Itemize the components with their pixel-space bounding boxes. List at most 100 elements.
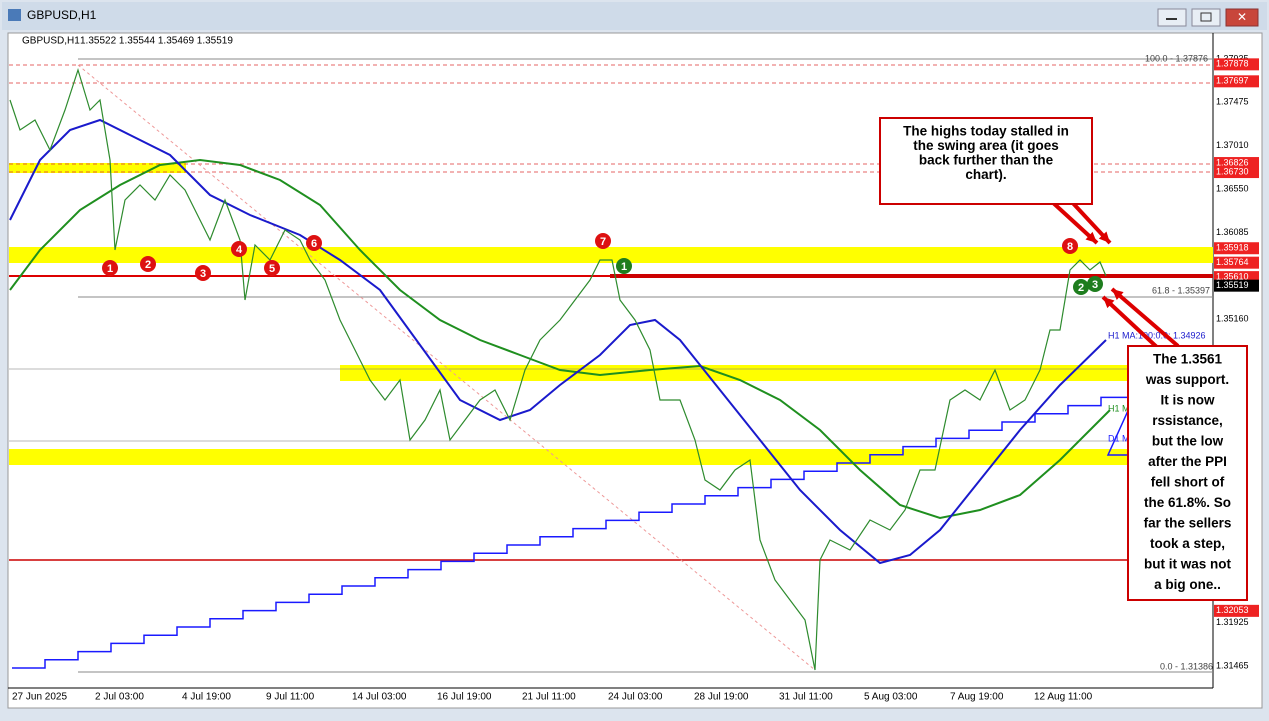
callout-text: It is now: [1161, 393, 1215, 408]
date-tick-label: 24 Jul 03:00: [608, 692, 663, 703]
arrow-head: [1085, 231, 1097, 243]
chart-symbol: GBPUSD,H1: [22, 36, 80, 47]
chart-quote: 1.35522 1.35544 1.35469 1.35519: [80, 36, 233, 47]
callout-text: but it was not: [1144, 557, 1231, 572]
callout-text: the swing area (it goes: [913, 138, 1059, 153]
current-price: 1.35519: [1216, 280, 1249, 290]
red-marker-label: 4: [236, 244, 243, 256]
callout-text: but the low: [1152, 434, 1224, 449]
red-marker: [102, 260, 118, 276]
maximize-icon: [1200, 12, 1212, 22]
date-tick-label: 21 Jul 11:00: [522, 692, 576, 703]
price-tick-label: 1.37475: [1216, 97, 1249, 107]
price-tick-label: 1.35160: [1216, 314, 1249, 324]
green-marker-label: 2: [1078, 282, 1084, 294]
date-tick-label: 12 Aug 11:00: [1034, 692, 1093, 703]
d1-moving-average: [12, 396, 1213, 669]
window-icon: [8, 9, 21, 21]
green-marker: [1073, 279, 1089, 295]
arrow-head: [1112, 289, 1124, 301]
level-label-box: [1214, 256, 1259, 269]
red-marker: [231, 241, 247, 257]
red-marker-label: 2: [145, 259, 151, 271]
line-label: H1 M: [1108, 403, 1130, 413]
red-marker: [140, 256, 156, 272]
price-tick-label: 1.31465: [1216, 660, 1249, 670]
date-tick-label: 14 Jul 03:00: [352, 692, 407, 703]
level-label: 1.35610: [1216, 272, 1249, 282]
level-label: 1.36826: [1216, 157, 1249, 167]
close-icon: ✕: [1237, 10, 1247, 24]
line-label: 100.0 - 1.37876: [1145, 53, 1208, 63]
callout-box: [879, 117, 1093, 205]
yellow-zone: [9, 163, 186, 173]
callout-text: took a step,: [1150, 536, 1225, 551]
level-label: 1.37878: [1216, 59, 1249, 69]
callout-text: rssistance,: [1152, 413, 1223, 428]
red-marker-label: 8: [1067, 241, 1073, 253]
red-marker: [1062, 238, 1078, 254]
date-tick-label: 27 Jun 2025: [12, 692, 67, 703]
green-marker: [616, 258, 632, 274]
date-tick-label: 9 Jul 11:00: [266, 692, 315, 703]
h1-ma-100: [9, 118, 1107, 565]
callout-text: after the PPI: [1148, 454, 1227, 469]
date-tick-label: 7 Aug 19:00: [950, 692, 1004, 703]
level-label: 1.32053: [1216, 605, 1249, 615]
callout-text: was support.: [1145, 372, 1229, 387]
level-label: 1.37697: [1216, 76, 1249, 86]
line-label: D1 M: [1108, 433, 1130, 443]
callout-text: The 1.3561: [1153, 352, 1223, 367]
maximize-button[interactable]: [1191, 8, 1221, 27]
plot: [9, 58, 1213, 673]
red-marker-label: 5: [269, 263, 275, 275]
level-label: 1.35918: [1216, 243, 1249, 253]
minimize-button[interactable]: [1157, 8, 1187, 27]
minimize-icon: [1166, 18, 1177, 20]
line-label: 61.8 - 1.35397: [1152, 285, 1210, 295]
red-marker: [595, 233, 611, 249]
line-label: H1 MA:100:0:0: 1.34926: [1108, 330, 1206, 340]
callout-text: fell short of: [1151, 475, 1225, 490]
arrow-head: [1103, 297, 1115, 309]
line-label: 0.0 - 1.31386: [1160, 661, 1213, 671]
arrow: [1101, 295, 1162, 352]
close-button[interactable]: [1225, 8, 1259, 27]
red-marker-label: 3: [200, 268, 206, 280]
date-tick-label: 16 Jul 19:00: [437, 692, 492, 703]
level-label: 1.35764: [1216, 257, 1249, 267]
level-label-box: [1214, 75, 1259, 88]
price-bars: [9, 67, 1107, 671]
window-title: GBPUSD,H1: [27, 8, 97, 22]
yellow-zone: [9, 449, 1213, 465]
arrow-head: [1098, 231, 1110, 243]
price-tick-label: 1.36085: [1216, 227, 1249, 237]
price-tick-label: 1.37010: [1216, 140, 1249, 150]
arrow: [1110, 287, 1180, 348]
date-tick-label: 4 Jul 19:00: [182, 692, 231, 703]
green-marker-label: 3: [1092, 279, 1098, 291]
red-marker: [195, 265, 211, 281]
level-label-box: [1214, 242, 1259, 255]
level-label-box: [1214, 157, 1259, 170]
red-marker-label: 6: [311, 238, 317, 250]
date-tick-label: 5 Aug 03:00: [864, 692, 918, 703]
callout-text: The highs today stalled in: [903, 124, 1069, 139]
callout-box: [1127, 345, 1248, 601]
callout-text: chart).: [965, 167, 1006, 182]
red-marker-label: 1: [107, 263, 113, 275]
level-label: 1.36730: [1216, 166, 1249, 176]
green-marker: [1087, 276, 1103, 292]
fib-diagonal: [77, 64, 816, 671]
price-tick-label: 1.31925: [1216, 617, 1249, 627]
h1-ma-200: [9, 158, 1111, 520]
current-price-box: [1214, 279, 1259, 292]
callout-text: the 61.8%. So: [1144, 495, 1231, 510]
red-marker: [306, 235, 322, 251]
callout-text: far the sellers: [1144, 516, 1232, 531]
callout-text: back further than the: [919, 153, 1054, 168]
title-bar: [2, 2, 1267, 30]
price-tick-label: 1.36550: [1216, 183, 1249, 193]
green-marker-label: 1: [621, 261, 627, 273]
